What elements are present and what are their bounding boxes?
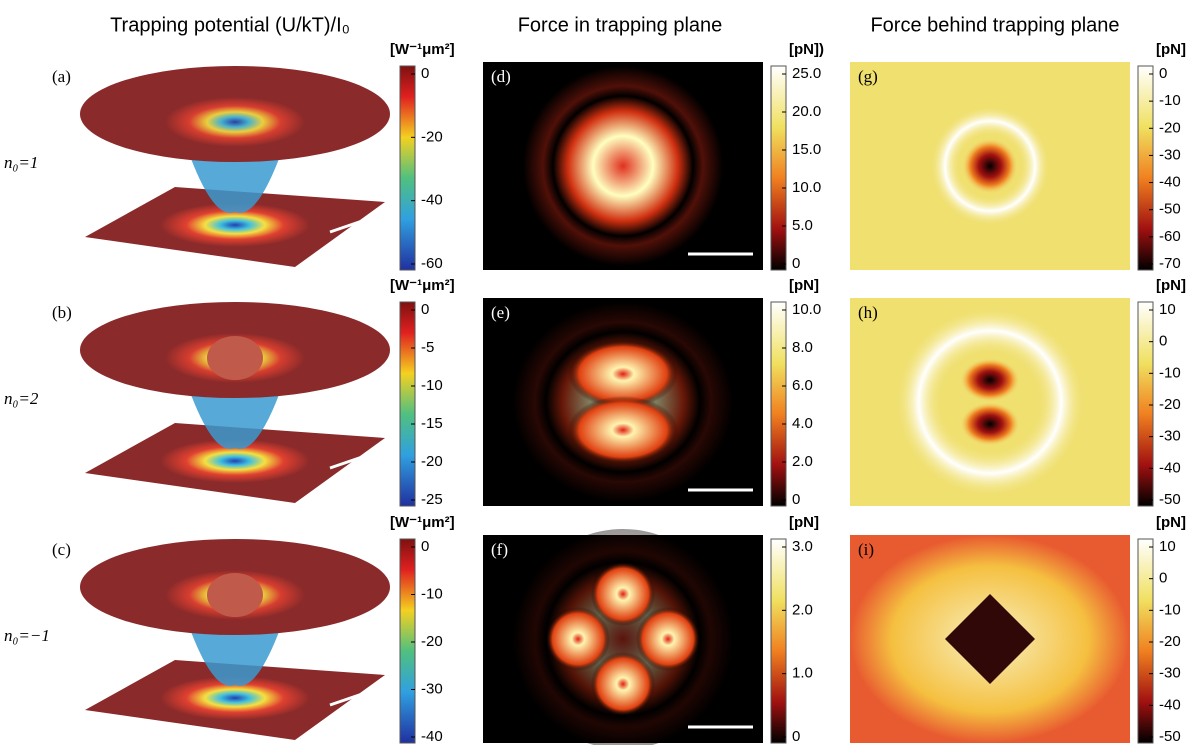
colorbar-tick-label: -70 <box>1159 255 1181 272</box>
colorbar-tick-label: -10 <box>1159 364 1181 381</box>
colorbar-tick-label: 5.0 <box>792 217 813 234</box>
colorbar-unit: [W⁻¹μm²] <box>390 514 455 531</box>
colorbar-tick-label: 0 <box>421 301 429 318</box>
colorbar-tick-label: -60 <box>421 255 443 272</box>
colorbar-tick-label: 3.0 <box>792 538 813 555</box>
colorbar-tick-label: -20 <box>1159 119 1181 136</box>
colorbar-tick-label: -25 <box>421 491 443 508</box>
colorbar-tick-label: 4.0 <box>792 415 813 432</box>
colorbar-tick-label: 15.0 <box>792 141 821 158</box>
colorbar-tick-label: 2.0 <box>792 601 813 618</box>
colorbar-tick-label: -10 <box>1159 92 1181 109</box>
force-lobe <box>568 396 678 464</box>
colorbar-tick-label: -10 <box>421 585 443 602</box>
row-parameter: n₀=1 <box>4 153 38 172</box>
panel-label: (e) <box>491 303 510 322</box>
figure: Trapping potential (U/kT)/I₀ Force in tra… <box>0 0 1199 745</box>
panel-label: (a) <box>52 67 71 86</box>
colorbar-tick-label: -20 <box>421 128 443 145</box>
colorbar-tick-label: 10.0 <box>792 301 821 318</box>
colorbar-tick-label: 6.0 <box>792 377 813 394</box>
colorbar-tick-label: 0 <box>792 255 800 272</box>
colorbar-tick-label: -40 <box>1159 459 1181 476</box>
colorbar-tick-label: 0 <box>792 491 800 508</box>
colorbar-tick-label: -5 <box>421 339 434 356</box>
spot <box>962 138 1018 194</box>
colorbar-unit: [pN] <box>1156 514 1186 531</box>
colorbar <box>1138 66 1153 270</box>
row-parameter: n₀=2 <box>4 389 39 408</box>
colorbar-tick-label: 0 <box>792 728 800 745</box>
spot <box>960 402 1020 446</box>
colorbar-tick-label: -40 <box>421 728 443 745</box>
colorbar <box>771 539 786 743</box>
central-peak <box>207 336 263 380</box>
colorbar-tick-label: -30 <box>421 680 443 697</box>
colorbar-unit: [W⁻¹μm²] <box>390 277 455 294</box>
colorbar <box>400 302 415 506</box>
colorbar-unit: [pN] <box>1156 41 1186 58</box>
colorbar-tick-label: -30 <box>1159 665 1181 682</box>
column-title: Trapping potential (U/kT)/I₀ <box>110 14 350 36</box>
colorbar-unit: [pN] <box>789 277 819 294</box>
force-ring <box>523 66 723 266</box>
colorbar-tick-label: -10 <box>1159 601 1181 618</box>
colorbar-tick-label: -50 <box>1159 728 1181 745</box>
colorbar-tick-label: -30 <box>1159 428 1181 445</box>
panel-label: (b) <box>52 303 72 322</box>
colorbar-tick-label: 10 <box>1159 538 1176 555</box>
colorbar-tick-label: -15 <box>421 415 443 432</box>
colorbar-unit: [pN]) <box>789 41 824 58</box>
column-title: Force behind trapping plane <box>870 14 1119 36</box>
panel-label: (f) <box>491 540 508 559</box>
force-lobe <box>546 607 610 671</box>
colorbar <box>771 302 786 506</box>
colorbar-tick-label: -40 <box>421 192 443 209</box>
colorbar-tick-label: 8.0 <box>792 339 813 356</box>
colorbar-tick-label: 2.0 <box>792 453 813 470</box>
central-peak <box>207 573 263 617</box>
colorbar-tick-label: -60 <box>1159 228 1181 245</box>
colorbar-tick-label: 0 <box>1159 570 1167 587</box>
colorbar-tick-label: -20 <box>1159 633 1181 650</box>
colorbar-tick-label: -50 <box>1159 491 1181 508</box>
colorbar-tick-label: -10 <box>421 377 443 394</box>
colorbar <box>771 66 786 270</box>
row-parameter: n₀=−1 <box>4 626 50 645</box>
colorbar-tick-label: 10.0 <box>792 179 821 196</box>
colorbar-tick-label: -20 <box>1159 396 1181 413</box>
colorbar <box>400 539 415 743</box>
force-lobe <box>636 607 700 671</box>
panel-label: (c) <box>52 540 71 559</box>
colorbar-tick-label: 0 <box>421 538 429 555</box>
colorbar <box>400 66 415 270</box>
column-title: Force in trapping plane <box>518 14 723 36</box>
panel-label: (g) <box>858 67 878 86</box>
colorbar-tick-label: -40 <box>1159 696 1181 713</box>
colorbar-tick-label: 0 <box>421 65 429 82</box>
colorbar-tick-label: -20 <box>421 633 443 650</box>
panel-label: (h) <box>858 303 878 322</box>
spot <box>960 358 1020 402</box>
colorbar-tick-label: 0 <box>1159 333 1167 350</box>
panel-label: (d) <box>491 67 511 86</box>
colorbar-tick-label: -30 <box>1159 146 1181 163</box>
colorbar <box>1138 302 1153 506</box>
colorbar-tick-label: 25.0 <box>792 65 821 82</box>
colorbar-tick-label: 0 <box>1159 65 1167 82</box>
panel-label: (i) <box>858 540 874 559</box>
colorbar-tick-label: 1.0 <box>792 665 813 682</box>
colorbar-tick-label: -50 <box>1159 201 1181 218</box>
colorbar-unit: [pN] <box>789 514 819 531</box>
colorbar-tick-label: -20 <box>421 453 443 470</box>
surface-center <box>165 97 305 147</box>
colorbar-unit: [pN] <box>1156 277 1186 294</box>
colorbar-tick-label: -40 <box>1159 174 1181 191</box>
colorbar-unit: [W⁻¹μm²] <box>390 41 455 58</box>
colorbar-tick-label: 20.0 <box>792 103 821 120</box>
colorbar-tick-label: 10 <box>1159 301 1176 318</box>
colorbar <box>1138 539 1153 743</box>
